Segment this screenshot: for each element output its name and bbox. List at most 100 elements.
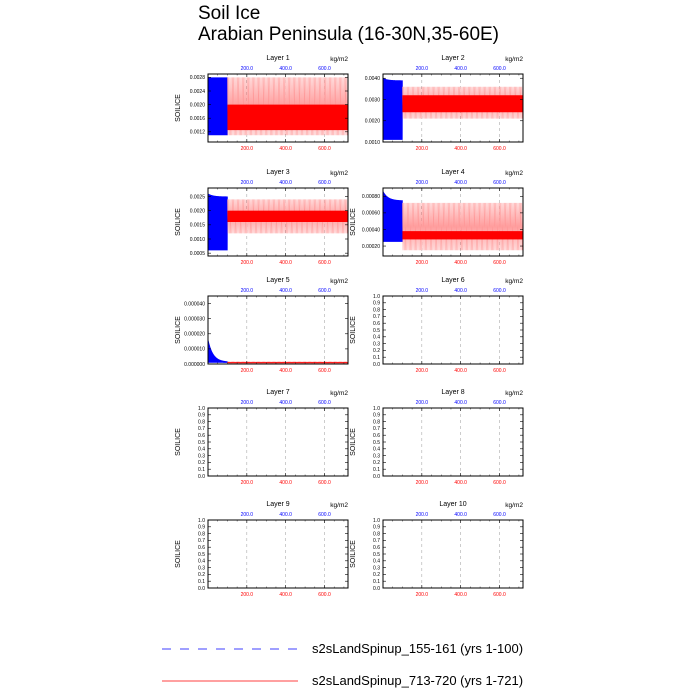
y-tick-label: 0.000010 bbox=[184, 347, 205, 353]
y-tick-label: 0.1 bbox=[198, 579, 205, 585]
x-tick-label-top: 600.0 bbox=[318, 66, 331, 72]
top-axis-unit-label: kg/m2 bbox=[505, 502, 523, 509]
x-tick-label-top: 200.0 bbox=[241, 180, 254, 186]
y-tick-label: 0.6 bbox=[198, 433, 205, 439]
x-tick-label-bottom: 400.0 bbox=[279, 146, 292, 152]
plot-frame bbox=[382, 407, 524, 477]
series-line-2-band bbox=[227, 362, 348, 364]
y-tick-label: 0.0 bbox=[198, 474, 205, 480]
top-axis-unit-label: kg/m2 bbox=[330, 390, 348, 397]
y-axis-label: SOILICE bbox=[175, 316, 182, 344]
plot-frame bbox=[207, 187, 349, 257]
series-group bbox=[383, 78, 523, 140]
x-tick-label-top: 200.0 bbox=[416, 66, 429, 72]
y-tick-label: 0.5 bbox=[198, 552, 205, 558]
y-tick-label: 0.00040 bbox=[362, 227, 380, 233]
x-tick-label-bottom: 600.0 bbox=[493, 368, 506, 374]
figure-title: Soil Ice bbox=[198, 3, 260, 24]
x-tick-label-bottom: 600.0 bbox=[493, 592, 506, 598]
series-line-2-envelope bbox=[227, 199, 348, 234]
y-tick-label: 0.7 bbox=[373, 426, 380, 432]
y-axis-label: SOILICE bbox=[350, 428, 357, 456]
y-tick-label: 0.0005 bbox=[190, 251, 206, 257]
y-tick-label: 1.0 bbox=[373, 294, 380, 300]
series-line-2-band bbox=[402, 95, 523, 113]
x-tick-label-top: 400.0 bbox=[454, 512, 467, 518]
y-tick-label: 0.5 bbox=[373, 328, 380, 334]
y-tick-label: 0.8 bbox=[198, 419, 205, 425]
panel-layer-5: 200.0 200.0 400.0 400.0 600.0 600.0 0.000000 0.… bbox=[175, 277, 349, 374]
top-axis-unit-label: kg/m2 bbox=[330, 278, 348, 285]
x-tick-label-bottom: 600.0 bbox=[318, 368, 331, 374]
panel-title: Layer 2 bbox=[441, 55, 464, 62]
panel-title: Layer 10 bbox=[439, 501, 466, 508]
y-tick-label: 0.1 bbox=[198, 467, 205, 473]
y-tick-label: 0.8 bbox=[373, 419, 380, 425]
y-tick-label: 0.7 bbox=[198, 538, 205, 544]
x-tick-label-top: 200.0 bbox=[241, 512, 254, 518]
y-tick-label: 0.1 bbox=[373, 355, 380, 361]
series-line-2-envelope bbox=[227, 77, 348, 136]
x-tick-label-bottom: 400.0 bbox=[454, 592, 467, 598]
x-tick-label-bottom: 200.0 bbox=[416, 260, 429, 266]
panel-layer-9: 200.0200.0400.0400.0600.0600.00.00.10.20… bbox=[175, 501, 349, 598]
series-line-2-envelope bbox=[402, 202, 523, 251]
x-tick-label-bottom: 600.0 bbox=[318, 260, 331, 266]
y-tick-label: 0.00060 bbox=[362, 211, 380, 217]
y-tick-label: 0.2 bbox=[373, 348, 380, 354]
y-tick-label: 0.0010 bbox=[365, 140, 381, 146]
y-tick-label: 0.5 bbox=[373, 440, 380, 446]
x-tick-label-top: 400.0 bbox=[279, 400, 292, 406]
panel-title: Layer 8 bbox=[441, 389, 464, 396]
top-axis-unit-label: kg/m2 bbox=[330, 170, 348, 177]
y-tick-label: 0.0 bbox=[373, 586, 380, 592]
plot-frame bbox=[207, 295, 349, 365]
y-tick-label: 0.0024 bbox=[190, 89, 206, 95]
y-axis-label: SOILICE bbox=[175, 94, 182, 122]
x-tick-label-top: 600.0 bbox=[493, 66, 506, 72]
x-tick-label-top: 200.0 bbox=[416, 180, 429, 186]
x-tick-label-top: 200.0 bbox=[416, 400, 429, 406]
y-tick-label: 0.7 bbox=[373, 314, 380, 320]
y-tick-label: 0.8 bbox=[373, 307, 380, 313]
panel-title: Layer 7 bbox=[266, 389, 289, 396]
y-tick-label: 0.0 bbox=[373, 474, 380, 480]
y-tick-label: 0.00020 bbox=[362, 244, 380, 250]
series-line-1 bbox=[208, 339, 228, 363]
x-tick-label-bottom: 200.0 bbox=[241, 368, 254, 374]
y-tick-label: 0.0015 bbox=[190, 223, 206, 229]
y-tick-label: 0.0030 bbox=[365, 97, 381, 103]
y-tick-label: 0.00080 bbox=[362, 194, 380, 200]
series-line-1 bbox=[208, 193, 228, 251]
series-line-2-band bbox=[402, 231, 523, 240]
x-tick-label-top: 600.0 bbox=[318, 400, 331, 406]
x-tick-label-bottom: 600.0 bbox=[493, 146, 506, 152]
y-tick-label: 0.3 bbox=[198, 565, 205, 571]
y-tick-label: 0.4 bbox=[373, 447, 380, 453]
y-axis-label: SOILICE bbox=[350, 540, 357, 568]
plot-frame bbox=[382, 519, 524, 589]
y-tick-label: 0.9 bbox=[373, 413, 380, 419]
x-tick-label-bottom: 400.0 bbox=[454, 480, 467, 486]
y-tick-label: 1.0 bbox=[373, 406, 380, 412]
x-tick-label-top: 400.0 bbox=[454, 180, 467, 186]
y-tick-label: 0.3 bbox=[373, 565, 380, 571]
y-tick-label: 1.0 bbox=[373, 518, 380, 524]
plot-frame bbox=[207, 519, 349, 589]
y-tick-label: 0.9 bbox=[198, 525, 205, 531]
panel-title: Layer 5 bbox=[266, 277, 289, 284]
y-tick-label: 0.8 bbox=[198, 531, 205, 537]
legend: s2sLandSpinup_155-161 (yrs 1-100) s2sLan… bbox=[162, 641, 523, 688]
panel-layer-3: 200.0 200.0 400.0 400.0 600.0 600.0 0.0005 0.00… bbox=[175, 169, 349, 266]
figure-subtitle: Arabian Peninsula (16-30N,35-60E) bbox=[198, 24, 499, 45]
x-tick-label-bottom: 200.0 bbox=[241, 260, 254, 266]
x-tick-label-top: 200.0 bbox=[241, 400, 254, 406]
y-tick-label: 0.9 bbox=[198, 413, 205, 419]
x-tick-label-bottom: 400.0 bbox=[279, 260, 292, 266]
top-axis-unit-label: kg/m2 bbox=[505, 56, 523, 63]
x-tick-label-bottom: 600.0 bbox=[318, 480, 331, 486]
y-axis-label: SOILICE bbox=[175, 428, 182, 456]
plot-frame bbox=[382, 73, 524, 143]
x-tick-label-bottom: 400.0 bbox=[279, 368, 292, 374]
y-tick-label: 0.9 bbox=[373, 301, 380, 307]
